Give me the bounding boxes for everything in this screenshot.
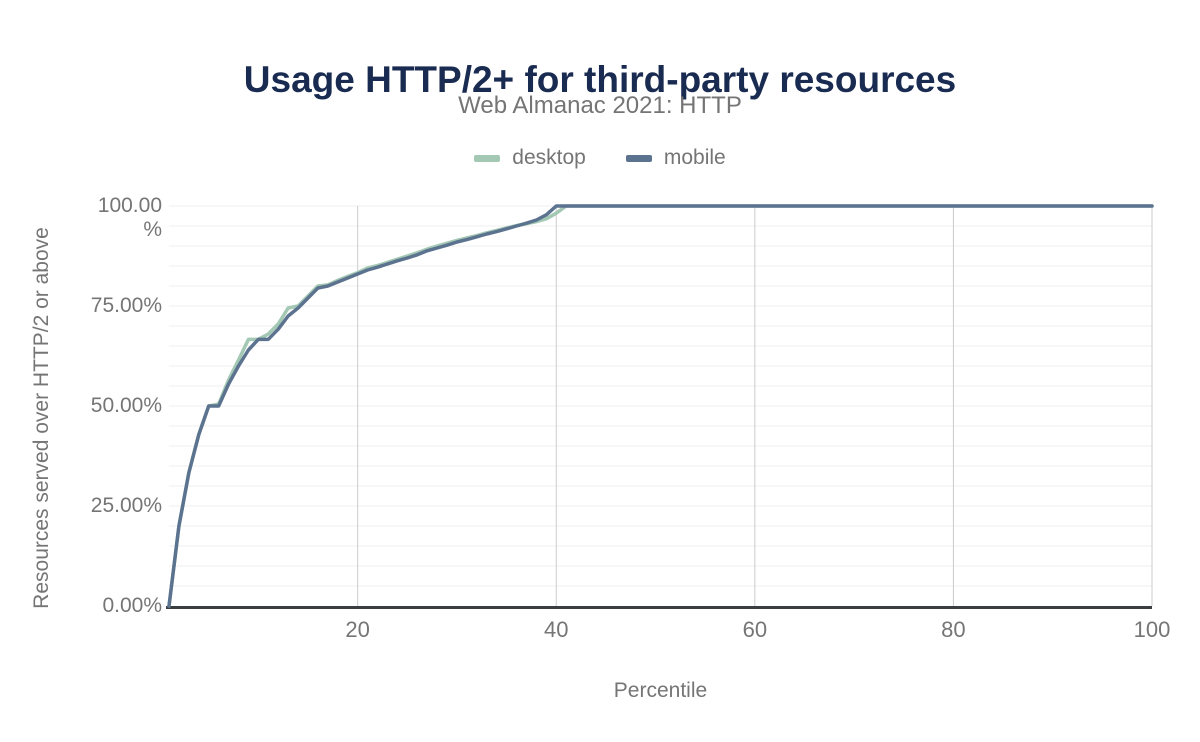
legend-label: desktop [512, 146, 586, 169]
x-tick-label: 100 [1133, 617, 1171, 642]
y-axis-title: Resources served over HTTP/2 or above [30, 227, 53, 609]
legend-item-mobile: mobile [625, 146, 726, 170]
y-tick-label: 0.00% [102, 594, 162, 617]
legend-swatch-mobile [625, 154, 652, 162]
legend: desktop mobile [0, 146, 1200, 170]
x-tick-label: 60 [742, 617, 768, 642]
legend-label: mobile [663, 146, 726, 169]
x-tick-label: 20 [345, 617, 370, 642]
x-axis-title: Percentile [613, 679, 708, 702]
y-tick-label: 50.00% [90, 394, 162, 417]
chart-title: Usage HTTP/2+ for third-party resources [243, 58, 957, 100]
series-line-mobile [167, 204, 1154, 608]
x-tick-label: 40 [543, 617, 569, 642]
x-tick-label: 80 [941, 617, 966, 642]
y-tick-label: 75.00% [90, 294, 162, 317]
y-tick-label: 25.00% [90, 494, 162, 517]
legend-item-desktop: desktop [474, 146, 586, 170]
chart-subtitle: Web Almanac 2021: HTTP [458, 92, 742, 119]
legend-swatch-desktop [474, 154, 501, 162]
y-tick-label: 100.00 % [97, 194, 162, 241]
